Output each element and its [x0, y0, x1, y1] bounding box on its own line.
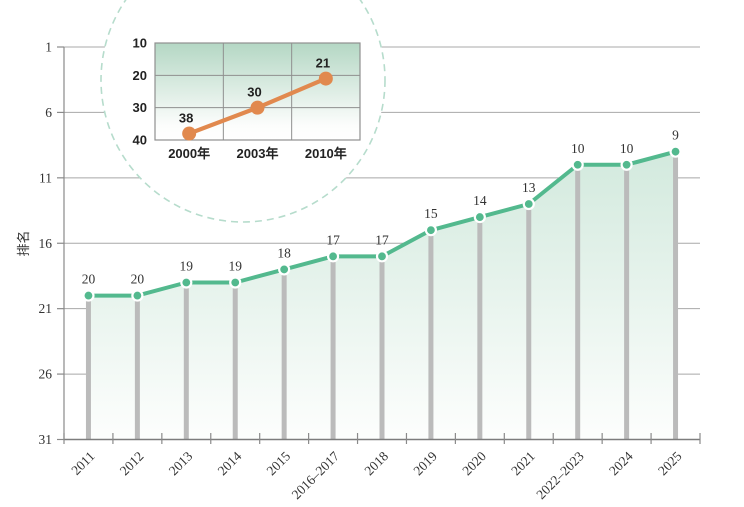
data-label: 19 — [228, 259, 242, 274]
data-label: 17 — [375, 232, 389, 247]
data-label: 10 — [571, 141, 585, 156]
inset-x-tick-label: 2003年 — [237, 146, 279, 161]
data-point — [82, 289, 95, 302]
x-tick-label: 2022–2023 — [533, 448, 587, 502]
inset-data-label: 21 — [316, 56, 330, 71]
inset-x-tick-label: 2010年 — [305, 146, 347, 161]
inset-x-tick-label: 2000年 — [168, 146, 210, 161]
main-axes — [57, 46, 701, 444]
data-point — [229, 276, 242, 289]
data-label: 20 — [82, 272, 96, 287]
data-label: 17 — [326, 232, 340, 247]
data-point — [131, 289, 144, 302]
data-point — [571, 158, 584, 171]
data-point — [669, 145, 682, 158]
y-tick-label: 16 — [39, 236, 53, 251]
inset-data-point — [182, 126, 197, 141]
data-label: 9 — [672, 128, 679, 143]
data-point — [326, 250, 340, 263]
y-tick-label: 21 — [39, 301, 53, 316]
y-tick-label: 11 — [39, 170, 52, 185]
inset-chart: 38 30 21 10 20 30 40 2000年 2003年 2010年 — [133, 36, 361, 161]
data-label: 15 — [424, 206, 438, 221]
x-tick-label: 2013 — [166, 448, 196, 478]
inset-y-tick-label: 20 — [133, 68, 147, 83]
data-label: 13 — [522, 180, 536, 195]
data-label: 20 — [131, 272, 145, 287]
y-tick-label: 6 — [45, 105, 52, 120]
x-tick-label: 2021 — [508, 449, 538, 479]
data-point — [424, 224, 438, 237]
x-tick-label: 2011 — [68, 449, 97, 478]
data-label: 18 — [277, 245, 291, 260]
inset-data-label: 30 — [247, 85, 261, 100]
x-tick-label: 2019 — [410, 448, 440, 478]
inset-y-tick-label: 40 — [133, 133, 147, 148]
data-label: 14 — [473, 193, 487, 208]
x-tick-label: 2020 — [459, 448, 489, 478]
x-tick-label: 2015 — [264, 448, 294, 478]
data-point — [375, 250, 389, 263]
x-tick-label: 2014 — [215, 448, 245, 478]
data-point — [473, 210, 486, 224]
data-label: 19 — [180, 259, 194, 274]
inset-data-point — [250, 100, 265, 115]
x-tick-label: 2025 — [655, 448, 685, 478]
y-tick-label: 26 — [39, 367, 53, 382]
main-stems — [85, 151, 679, 440]
x-tick-label: 2024 — [606, 448, 636, 478]
x-tick-label: 2012 — [117, 449, 147, 479]
y-axis-title: 排名 — [16, 230, 31, 256]
data-point — [620, 158, 633, 171]
main-line-series — [82, 145, 682, 302]
data-point — [180, 276, 193, 289]
inset-y-tick-label: 10 — [133, 36, 147, 51]
inset-border — [154, 42, 361, 141]
inset-data-label: 38 — [179, 111, 193, 126]
x-tick-label: 2016–2017 — [289, 448, 343, 502]
inset-y-tick-label: 30 — [133, 100, 147, 115]
data-point — [278, 263, 291, 276]
data-label: 10 — [620, 141, 634, 156]
data-point — [522, 197, 535, 211]
x-tick-label: 2018 — [361, 448, 391, 478]
y-tick-label: 31 — [39, 432, 53, 447]
y-tick-label: 1 — [45, 40, 52, 55]
inset-data-point — [318, 71, 333, 86]
inset-panel — [155, 43, 360, 140]
